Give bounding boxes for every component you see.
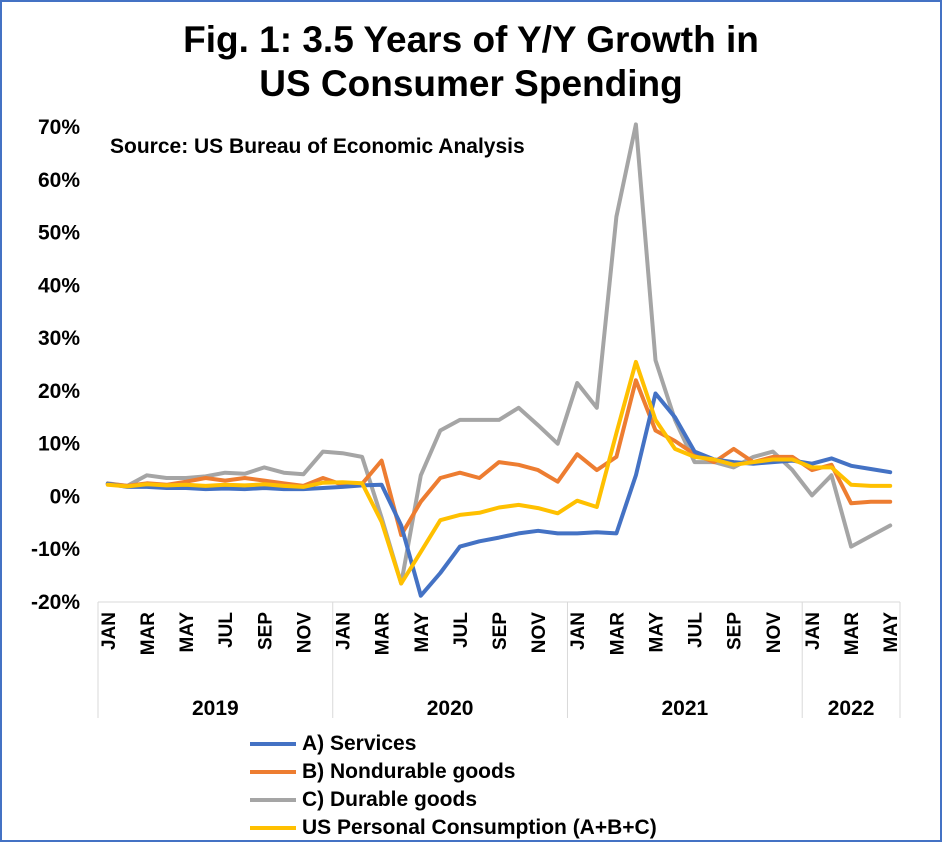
legend-label-services: A) Services	[302, 732, 417, 755]
x-tick-label: JUL	[451, 612, 472, 648]
legend-swatch-durable	[250, 798, 296, 802]
x-tick-label: JUL	[686, 612, 707, 648]
x-tick-label: JAN	[334, 612, 355, 650]
x-tick-label: JAN	[99, 612, 120, 650]
chart-title-line-1: Fig. 1: 3.5 Years of Y/Y Growth in	[183, 19, 759, 60]
y-tick-label: 0%	[50, 485, 81, 508]
series-line-0	[105, 391, 893, 598]
legend-item-nondurable: B) Nondurable goods	[250, 758, 657, 786]
x-tick-label: JUL	[216, 612, 237, 648]
x-tick-label: MAR	[607, 612, 628, 656]
series-line-2	[105, 122, 893, 586]
legend-label-durable: C) Durable goods	[302, 788, 478, 811]
x-tick-label: MAY	[177, 612, 198, 653]
legend-swatch-nondurable	[250, 770, 296, 774]
x-tick-label: JAN	[803, 612, 824, 650]
chart-title-line-2: US Consumer Spending	[259, 63, 683, 104]
x-tick-label: NOV	[764, 612, 785, 654]
y-tick-label: 20%	[38, 380, 80, 403]
legend-item-durable: C) Durable goods	[250, 786, 657, 814]
y-tick-label: 40%	[38, 274, 80, 297]
y-tick-label: -10%	[31, 538, 80, 561]
x-tick-label: NOV	[294, 612, 315, 654]
x-tick-label: SEP	[255, 612, 276, 650]
x-tick-label: SEP	[490, 612, 511, 650]
legend-swatch-services	[250, 742, 296, 746]
legend-label-total: US Personal Consumption (A+B+C)	[302, 816, 657, 839]
x-tick-label: MAR	[373, 612, 394, 656]
x-tick-label: JAN	[568, 612, 589, 650]
y-tick-label: 50%	[38, 222, 80, 245]
series-line-3	[105, 359, 893, 586]
x-tick-label: MAY	[412, 612, 433, 653]
chart-title: Fig. 1: 3.5 Years of Y/Y Growth in US Co…	[0, 18, 942, 106]
x-tick-label: SEP	[725, 612, 746, 650]
y-axis: 70% 60% 50% 40% 30% 20% 10% 0% -10% -20%	[31, 116, 80, 614]
y-tick-label: -20%	[31, 591, 80, 614]
y-tick-label: 70%	[38, 116, 80, 139]
year-label: 2021	[661, 697, 708, 720]
x-tick-label: MAR	[138, 612, 159, 656]
y-tick-label: 30%	[38, 327, 80, 350]
legend-item-total: US Personal Consumption (A+B+C)	[250, 814, 657, 842]
y-tick-label: 60%	[38, 169, 80, 192]
x-tick-label: MAR	[842, 612, 863, 656]
legend-label-nondurable: B) Nondurable goods	[302, 760, 516, 783]
year-label: 2019	[192, 697, 239, 720]
x-axis: JAN MAR MAY JUL SEP NOV JAN MAR MAY JUL SEP NOV JAN M…	[97, 601, 902, 720]
source-annotation: Source: US Bureau of Economic Analysis	[110, 135, 525, 158]
series-lines	[105, 122, 893, 598]
legend-swatch-total	[250, 826, 296, 830]
x-tick-label: NOV	[529, 612, 550, 654]
x-tick-label: MAY	[881, 612, 902, 653]
y-tick-label: 10%	[38, 433, 80, 456]
x-tick-label: MAY	[646, 612, 667, 653]
year-label: 2022	[828, 697, 875, 720]
year-label: 2020	[427, 697, 474, 720]
legend-item-services: A) Services	[250, 730, 657, 758]
legend: A) Services B) Nondurable goods C) Durab…	[250, 730, 657, 842]
